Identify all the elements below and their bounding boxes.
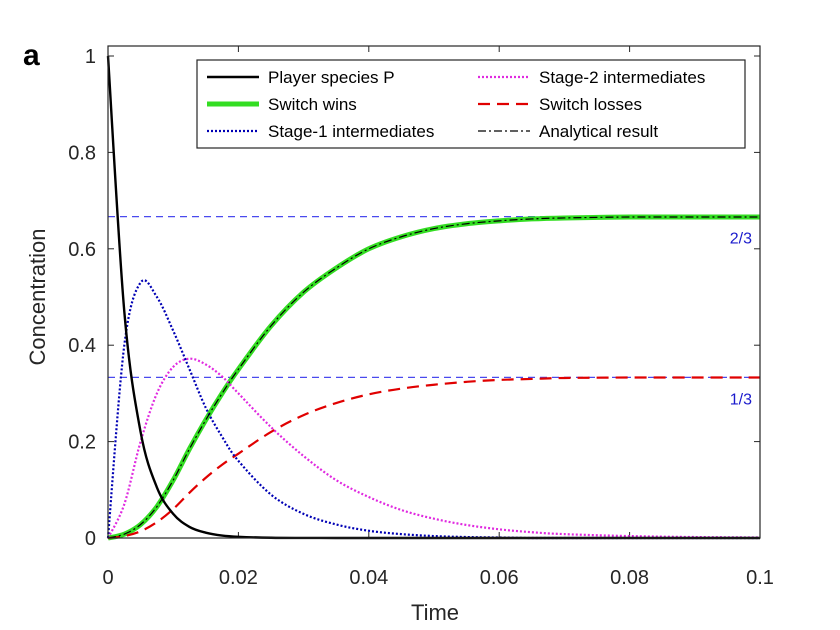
y-tick-label: 0 — [85, 528, 96, 550]
reference-label-2-3: 2/3 — [730, 231, 752, 248]
legend-label-switch-wins: Switch wins — [268, 95, 357, 114]
legend: Player species P Switch wins Stage-1 inter… — [196, 59, 746, 149]
x-tick-label: 0.1 — [746, 567, 774, 589]
legend-label-stage-1-intermediates: Stage-1 intermediates — [268, 122, 434, 141]
legend-label-analytical-result: Analytical result — [539, 122, 658, 141]
legend-box — [196, 59, 746, 149]
series-line-stage-2-intermediates — [107, 357, 761, 539]
y-tick-label: 0.6 — [68, 239, 96, 261]
series-line-switch-losses — [107, 376, 760, 540]
legend-label-stage-2-intermediates: Stage-2 intermediates — [539, 68, 705, 87]
legend-label-switch-losses: Switch losses — [539, 95, 642, 114]
panel-label: a — [23, 39, 40, 72]
series-line-analytical-result — [107, 216, 760, 539]
y-tick-label: 0.2 — [68, 432, 96, 454]
plot-frame — [107, 45, 761, 539]
x-tick-label: 0.06 — [480, 567, 519, 589]
reference-label-1-3: 1/3 — [730, 391, 752, 408]
x-axis-label: Time — [411, 600, 459, 625]
x-tick-label: 0.08 — [610, 567, 649, 589]
y-tick-label: 1 — [85, 46, 96, 68]
x-tick-label: 0 — [102, 567, 113, 589]
x-tick-label: 0.04 — [349, 567, 388, 589]
y-axis-label: Concentration — [25, 229, 50, 366]
y-tick-label: 0.8 — [68, 142, 96, 164]
legend-label-player-species-p: Player species P — [268, 68, 395, 87]
y-tick-label: 0.4 — [68, 335, 96, 357]
x-tick-label: 0.02 — [219, 567, 258, 589]
series-line-stage-1-intermediates — [106, 279, 760, 540]
